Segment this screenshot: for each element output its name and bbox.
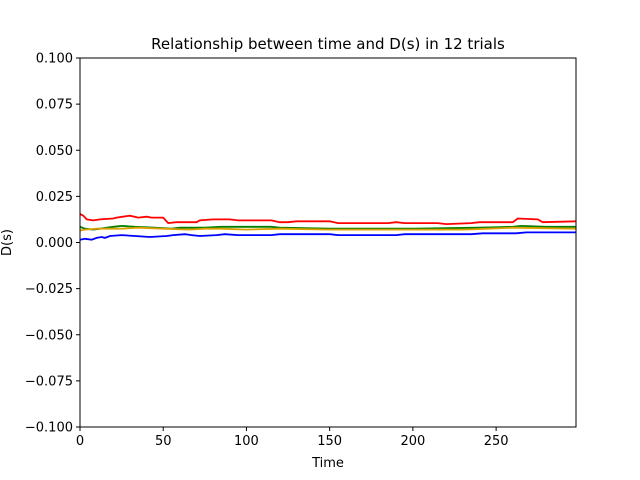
x-tick-label: 0 (76, 434, 84, 449)
y-tick-label: 0.025 (36, 190, 73, 205)
y-tick-label: −0.025 (25, 282, 73, 297)
y-tick-label: −0.075 (25, 374, 73, 389)
x-tick-label: 250 (484, 434, 509, 449)
x-axis-label: Time (311, 456, 344, 471)
y-tick-label: −0.050 (25, 328, 73, 343)
y-tick-label: 0.050 (36, 144, 73, 159)
x-axis: 0 50 100 150 200 250 (76, 427, 509, 449)
y-tick-label: 0.000 (36, 236, 73, 251)
x-tick-label: 150 (317, 434, 342, 449)
chart-title: Relationship between time and D(s) in 12… (151, 35, 505, 53)
plot-frame (79, 57, 577, 428)
y-axis-label: D(s) (0, 229, 15, 256)
x-tick-label: 50 (155, 434, 172, 449)
series-layer (79, 213, 577, 241)
series-line-1 (79, 231, 576, 241)
x-tick-label: 200 (400, 434, 425, 449)
y-tick-label: −0.100 (25, 421, 73, 436)
x-tick-label: 100 (234, 434, 259, 449)
series-line-2 (79, 224, 576, 231)
y-tick-label: 0.100 (36, 52, 73, 67)
y-tick-label: 0.075 (36, 98, 73, 113)
y-axis: 0.100 0.075 0.050 0.025 0.000 −0.025 −0.050 −0.… (25, 52, 80, 436)
series-line-3 (79, 213, 577, 226)
series-line-4 (79, 226, 577, 232)
